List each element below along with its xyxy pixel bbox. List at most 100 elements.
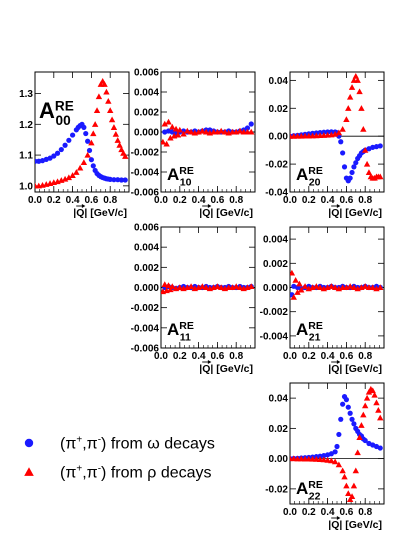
data-point-rho: [248, 283, 255, 290]
x-tick-label: 0.4: [192, 195, 206, 206]
data-point-omega: [115, 177, 121, 183]
data-point-rho: [161, 138, 167, 145]
x-tick-label: 0.6: [339, 507, 353, 518]
data-point-omega: [54, 150, 61, 156]
data-point-omega: [362, 437, 368, 444]
x-axis-vector: Q: [202, 363, 210, 375]
data-point-rho: [354, 77, 361, 83]
data-point-rho: [110, 124, 118, 130]
data-point-rho: [101, 81, 108, 87]
data-point-rho: [176, 126, 183, 133]
data-point-rho: [165, 282, 172, 289]
data-point-rho: [362, 283, 369, 289]
y-tick-label: -0.002: [131, 148, 160, 159]
data-point-rho: [172, 125, 180, 132]
data-point-rho: [122, 153, 129, 159]
data-point-rho: [236, 284, 244, 291]
data-point-rho: [371, 391, 378, 398]
data-point-rho: [187, 128, 195, 135]
series-rho: [161, 281, 255, 295]
data-point-rho: [339, 467, 346, 474]
y-tick-label: -0.004: [131, 323, 160, 334]
panel-label: ARE: [167, 165, 194, 184]
legend-label: (π+,π-) from ρ decays: [60, 464, 212, 482]
data-point-rho: [105, 98, 112, 104]
y-tick-label: -0.002: [260, 307, 289, 318]
data-point-rho: [362, 146, 369, 153]
panel-label-subscript: 22: [309, 490, 321, 502]
data-point-omega: [51, 153, 57, 159]
data-point-rho: [35, 182, 39, 189]
y-tick-label: 0.004: [263, 235, 288, 246]
vector-arrow-head: [336, 516, 341, 520]
y-tick-label: 0.04: [269, 76, 289, 87]
data-point-rho: [328, 283, 335, 289]
data-point-rho: [88, 139, 95, 146]
data-point-rho: [365, 388, 373, 395]
data-point-rho: [373, 399, 380, 406]
y-tick-label: 0.002: [134, 263, 159, 274]
y-tick-label: 0.04: [269, 394, 289, 405]
series-layer: [290, 385, 384, 503]
x-axis-vector: Q: [202, 207, 210, 219]
data-point-rho: [301, 283, 309, 289]
legend-marker-triangle: [24, 467, 34, 476]
data-point-rho: [108, 116, 116, 123]
data-point-rho: [324, 456, 331, 463]
y-tick-label: 0.004: [134, 243, 159, 254]
data-point-rho: [360, 411, 367, 418]
data-point-rho: [369, 284, 376, 291]
panel-label-subscript: 20: [309, 176, 321, 188]
panels-layer: 0.0 0.2 0.4 0.6 0.8 1.0 1.1 1.2 1.3 |Q| [GeV/c] AR…: [19, 68, 385, 531]
y-tick-label: 0.000: [263, 283, 288, 294]
data-point-rho: [350, 482, 358, 489]
x-axis-title: |Q| [GeV/c]: [199, 207, 253, 219]
data-point-rho: [80, 159, 88, 166]
data-point-omega: [349, 416, 355, 422]
data-point-omega: [347, 175, 353, 181]
vector-arrow-head: [81, 204, 86, 208]
data-point-rho: [377, 284, 384, 291]
data-point-omega: [90, 163, 96, 169]
y-tick-label: 0.006: [134, 68, 159, 79]
x-tick-label: 0.2: [173, 195, 187, 206]
data-point-omega: [353, 160, 359, 166]
x-tick-label: 0.6: [210, 351, 224, 362]
data-point-rho: [69, 172, 76, 178]
data-point-omega: [122, 177, 128, 183]
panel-frame: [34, 71, 130, 193]
x-tick-label: 0.2: [302, 195, 316, 206]
data-point-rho: [161, 281, 168, 288]
data-point-omega: [248, 121, 254, 127]
y-tick-label: -0.002: [131, 303, 160, 314]
y-tick-label: 0.002: [134, 108, 159, 119]
x-tick-label: 0.0: [283, 507, 297, 518]
x-tick-label: 0.2: [173, 351, 187, 362]
legend-marker-circle: [24, 438, 34, 448]
legend-item-rho: (π+,π-) from ρ decays: [24, 464, 212, 482]
data-point-rho: [174, 131, 182, 138]
x-axis-vector: Q: [76, 207, 84, 219]
data-point-rho: [76, 164, 84, 171]
panel-label: ARE: [39, 98, 74, 123]
panel-label-subscript: 10: [180, 176, 192, 188]
data-point-rho: [292, 277, 299, 283]
data-point-rho: [346, 93, 354, 100]
x-axis-title: |Q| [GeV/c]: [199, 363, 253, 375]
y-tick-label: 1.2: [19, 120, 33, 131]
x-axis-vector: Q: [331, 519, 339, 531]
data-point-rho: [90, 130, 97, 137]
data-point-omega: [70, 132, 76, 138]
data-point-rho: [341, 473, 348, 480]
data-point-rho: [112, 130, 120, 137]
data-point-rho: [73, 169, 80, 175]
series-layer: [161, 118, 255, 147]
data-point-omega: [58, 146, 64, 153]
series-layer: [290, 72, 384, 184]
data-point-omega: [338, 416, 344, 422]
data-point-rho: [356, 88, 363, 95]
data-point-rho: [358, 422, 365, 428]
panel-label-subscript: 11: [180, 331, 191, 343]
data-point-rho: [346, 496, 354, 503]
